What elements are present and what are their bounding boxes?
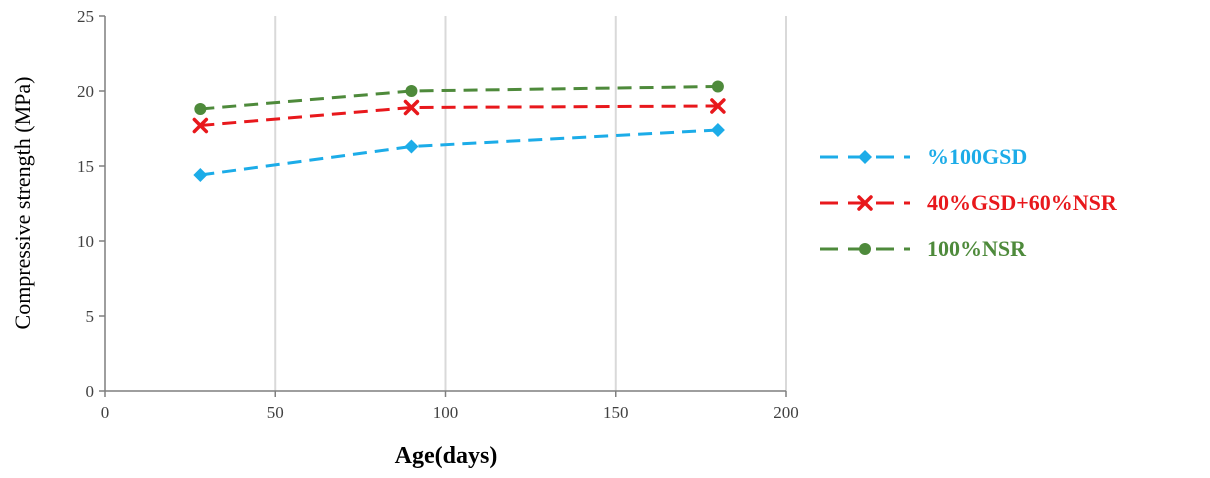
data-point — [403, 99, 420, 116]
marker-stroke — [192, 117, 209, 134]
x-axis-title: Age(days) — [395, 443, 498, 469]
legend-marker — [858, 150, 872, 164]
y-tick-label: 15 — [77, 157, 94, 176]
x-tick-label: 200 — [773, 403, 799, 422]
series-3 — [194, 80, 724, 115]
x-tick-label: 50 — [267, 403, 284, 422]
y-tick-label: 10 — [77, 232, 94, 251]
legend-label: 40%GSD+60%NSR — [927, 190, 1118, 215]
legend-marker — [857, 195, 873, 211]
data-point — [710, 98, 726, 114]
y-axis-title: Compressive strength (MPa) — [10, 77, 35, 330]
series-line — [200, 128, 718, 177]
data-point — [192, 117, 209, 134]
axes: 0 5 10 15 20 25 0 50 100 150 200 — [77, 7, 799, 422]
x-tick-label: 150 — [603, 403, 629, 422]
data-point — [405, 85, 418, 97]
data-point — [711, 80, 724, 93]
data-point — [193, 168, 208, 182]
y-tick-label: 25 — [77, 7, 94, 26]
data-point — [710, 123, 725, 137]
series-1 — [193, 123, 725, 182]
x-tick-label: 100 — [433, 403, 459, 422]
y-tick-label: 20 — [77, 82, 94, 101]
legend-label: %100GSD — [927, 144, 1027, 169]
marker-stroke — [710, 98, 726, 114]
marker-stroke — [857, 195, 873, 211]
legend-item-2: 40%GSD+60%NSR — [820, 190, 1118, 215]
series-2 — [192, 98, 726, 134]
y-tick-label: 0 — [86, 382, 95, 401]
legend-item-1: %100GSD — [820, 144, 1027, 169]
gridlines — [274, 16, 787, 391]
legend-item-3: 100%NSR — [820, 236, 1027, 261]
legend-label: 100%NSR — [927, 236, 1027, 261]
data-point — [194, 103, 207, 115]
marker-stroke — [403, 99, 420, 116]
legend-marker — [859, 243, 871, 255]
x-tick-label: 0 — [101, 403, 110, 422]
data-point — [404, 139, 419, 154]
legend: %100GSD 40%GSD+60%NSR 100%NSR — [820, 144, 1118, 261]
y-tick-label: 5 — [86, 307, 95, 326]
series-group — [192, 80, 726, 182]
